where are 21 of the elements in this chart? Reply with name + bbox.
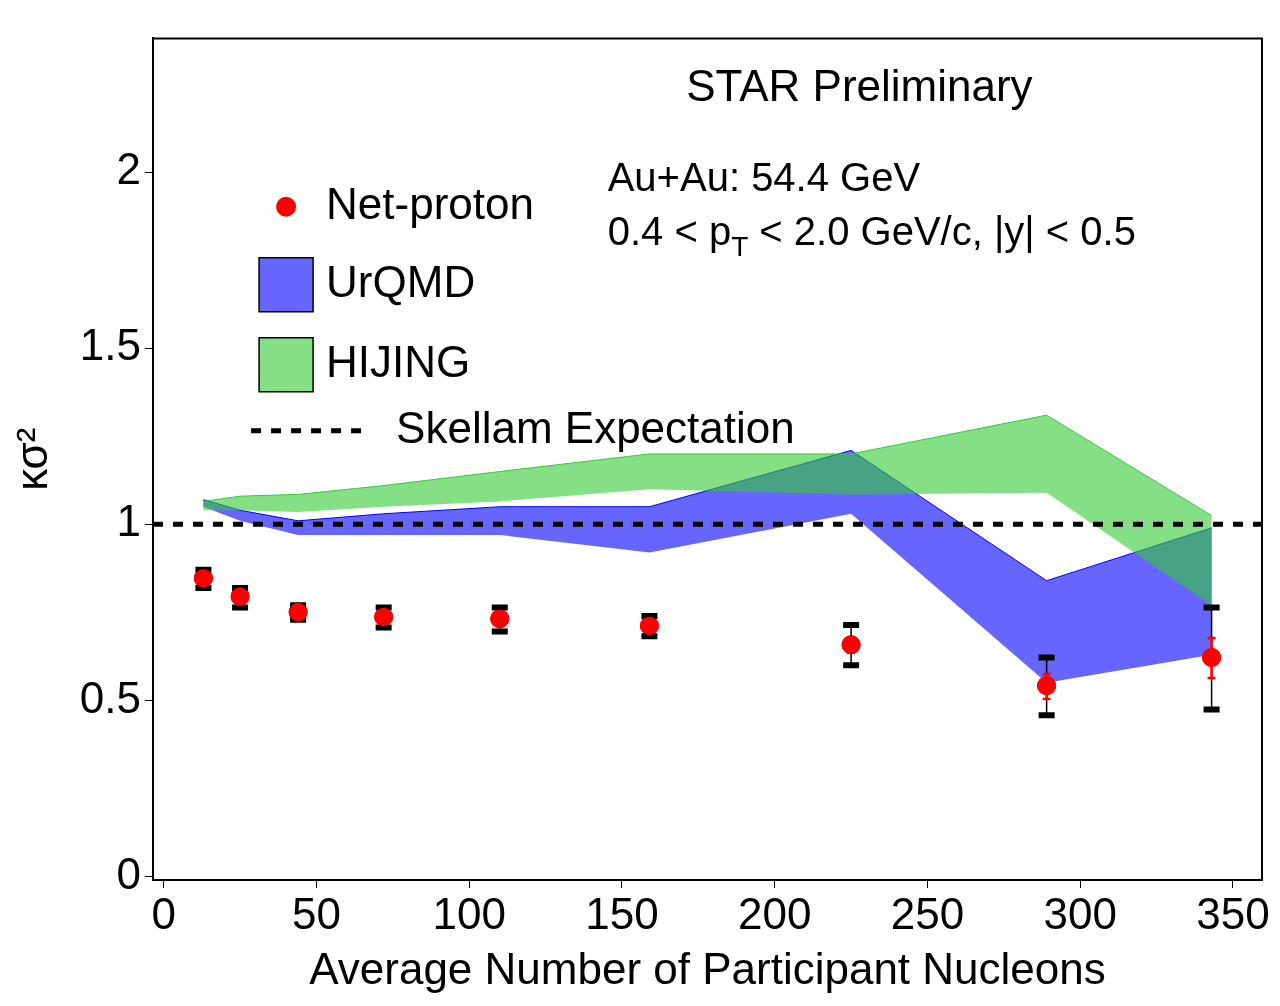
- y-tick-label: 0.5: [79, 672, 141, 722]
- legend-label: Skellam Expectation: [396, 402, 795, 452]
- legend-label: Net-proton: [326, 178, 534, 228]
- x-tick-label: 0: [151, 888, 176, 938]
- x-axis-title: Average Number of Participant Nucleons: [309, 943, 1106, 993]
- x-tick-label: 200: [738, 888, 812, 938]
- x-tick-label: 100: [432, 888, 506, 938]
- x-tick-label: 300: [1043, 888, 1117, 938]
- x-tick-label: 250: [890, 888, 965, 938]
- legend-label: UrQMD: [326, 256, 476, 306]
- annotation: Au+Au: 54.4 GeV: [607, 155, 921, 200]
- y-tick-label: 1.5: [79, 320, 141, 370]
- y-axis-title: κσ²: [6, 427, 56, 491]
- text: STAR Preliminary: [686, 60, 1033, 110]
- x-tick-label: 350: [1196, 888, 1270, 938]
- y-tick-label: 2: [116, 144, 141, 194]
- y-tick-label: 1: [116, 496, 141, 546]
- x-tick-label: 150: [585, 888, 659, 938]
- y-tick-label: 0: [116, 848, 141, 898]
- x-tick-label: 50: [291, 888, 341, 938]
- legend-label: HIJING: [326, 336, 471, 386]
